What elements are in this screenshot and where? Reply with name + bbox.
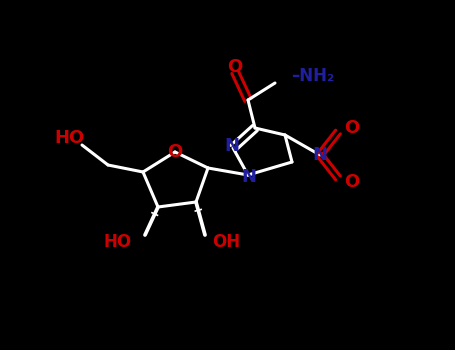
Text: O: O bbox=[344, 119, 359, 137]
Text: N: N bbox=[313, 146, 328, 164]
Text: O: O bbox=[167, 143, 182, 161]
Text: N: N bbox=[242, 168, 257, 186]
Text: O: O bbox=[228, 58, 243, 76]
Text: O: O bbox=[344, 173, 359, 191]
Text: OH: OH bbox=[212, 233, 240, 251]
Text: HO: HO bbox=[104, 233, 132, 251]
Text: HO: HO bbox=[55, 129, 85, 147]
Text: N: N bbox=[224, 137, 239, 155]
Text: –NH₂: –NH₂ bbox=[291, 67, 334, 85]
